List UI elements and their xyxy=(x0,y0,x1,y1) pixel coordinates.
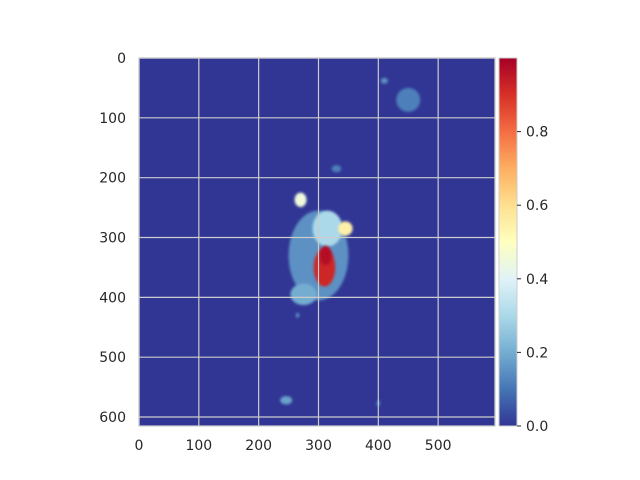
heatmap-blob xyxy=(312,210,343,247)
heatmap-blob xyxy=(396,87,421,112)
y-tick-label: 0 xyxy=(117,51,126,67)
y-tick-label: 400 xyxy=(99,290,126,306)
colorbar-tick-label: 0.8 xyxy=(526,125,548,141)
heatmap-blob xyxy=(338,221,353,236)
y-tick-label: 600 xyxy=(99,410,126,426)
x-tick-label: 500 xyxy=(425,438,452,454)
colorbar-tick-label: 0.4 xyxy=(526,272,548,288)
grid-lines xyxy=(138,57,495,426)
x-tick-label: 400 xyxy=(365,438,392,454)
heatmap-blob xyxy=(331,165,342,173)
colorbar xyxy=(498,57,518,427)
plot-frame xyxy=(138,57,496,427)
heatmap-blob xyxy=(294,192,307,207)
heatmap-blob xyxy=(290,283,317,306)
x-tick-label: 100 xyxy=(185,438,212,454)
x-tick-label: 200 xyxy=(245,438,272,454)
y-tick-label: 200 xyxy=(99,171,126,187)
x-axis-ticks: 0 100 200 300 400 500 xyxy=(135,438,452,454)
colorbar-ticks: 0.0 0.2 0.4 0.6 0.8 xyxy=(517,125,548,435)
heatmap-peak xyxy=(319,245,332,266)
heatmap-blob xyxy=(380,77,388,84)
y-tick-label: 300 xyxy=(99,231,126,247)
colorbar-tick-label: 0.6 xyxy=(526,198,548,214)
y-tick-label: 100 xyxy=(99,111,126,127)
x-tick-label: 300 xyxy=(305,438,332,454)
colorbar-tick-label: 0.0 xyxy=(526,419,548,435)
colorbar-tick-label: 0.2 xyxy=(526,345,548,361)
heatmap-blob xyxy=(280,396,293,405)
x-tick-label: 0 xyxy=(135,438,144,454)
heatmap-blob xyxy=(295,312,300,318)
y-axis-ticks: 0 100 200 300 400 500 600 xyxy=(99,51,126,426)
y-tick-label: 500 xyxy=(99,350,126,366)
